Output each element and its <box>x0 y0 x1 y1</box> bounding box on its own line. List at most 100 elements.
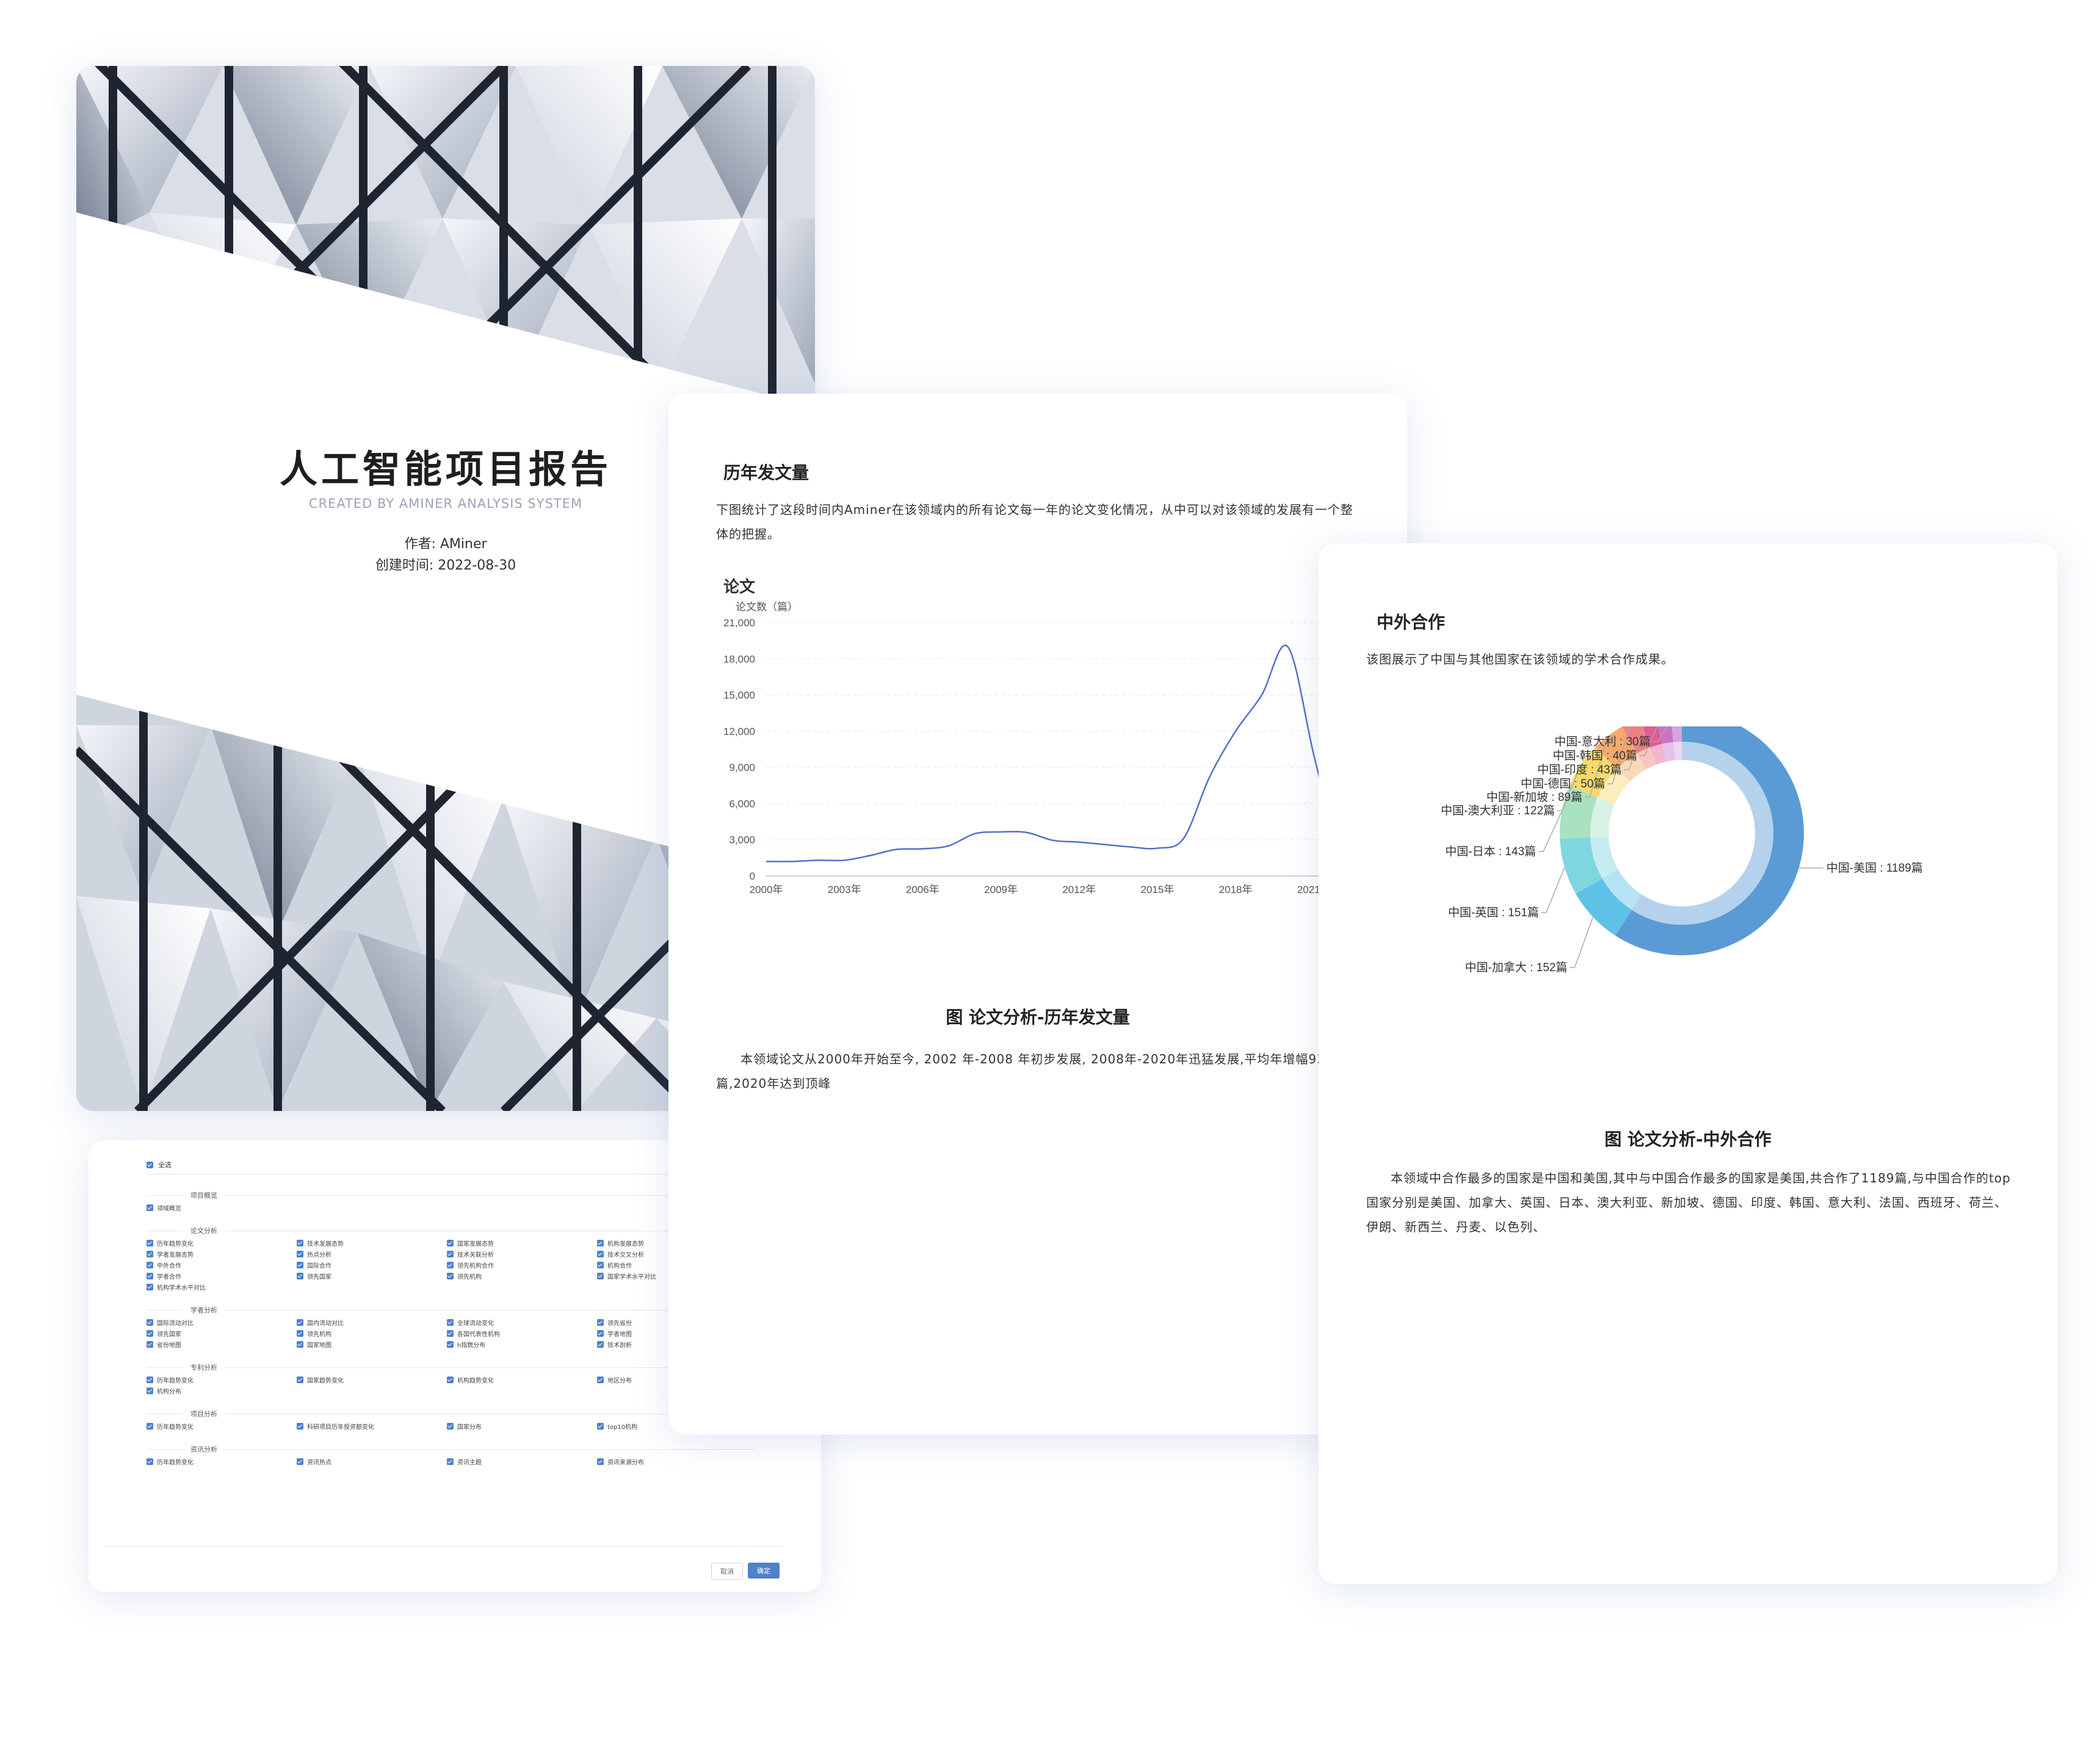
option-checkbox[interactable]: h指数分布 <box>447 1340 597 1349</box>
checkbox-checked-icon[interactable] <box>597 1329 604 1337</box>
checkbox-checked-icon[interactable] <box>447 1272 454 1279</box>
checkbox-checked-icon[interactable] <box>297 1340 303 1348</box>
checkbox-checked-icon[interactable] <box>297 1422 303 1430</box>
option-checkbox[interactable]: 各国代表性机构 <box>447 1329 597 1338</box>
option-checkbox[interactable]: 资讯来源分布 <box>597 1458 747 1466</box>
option-checkbox[interactable]: 学者合作 <box>147 1272 297 1281</box>
checkbox-checked-icon[interactable] <box>447 1261 454 1268</box>
option-label: 资讯主题 <box>457 1459 482 1466</box>
checkbox-checked-icon[interactable] <box>297 1261 303 1268</box>
checkbox-checked-icon[interactable] <box>447 1458 454 1465</box>
checkbox-checked-icon[interactable] <box>147 1329 153 1337</box>
option-checkbox[interactable]: 技术交叉分析 <box>597 1250 747 1259</box>
option-checkbox[interactable]: 国家发展态势 <box>447 1239 597 1248</box>
option-checkbox[interactable]: 资讯主题 <box>447 1458 597 1466</box>
checkbox-checked-icon[interactable] <box>597 1261 604 1268</box>
checkbox-checked-icon[interactable] <box>147 1161 153 1168</box>
checkbox-checked-icon[interactable] <box>597 1272 604 1279</box>
checkbox-checked-icon[interactable] <box>147 1272 153 1279</box>
checkbox-checked-icon[interactable] <box>447 1340 454 1348</box>
checkbox-checked-icon[interactable] <box>297 1329 303 1337</box>
option-checkbox[interactable]: 热点分析 <box>297 1250 447 1259</box>
option-checkbox[interactable]: 领先国家 <box>147 1329 297 1338</box>
checkbox-checked-icon[interactable] <box>447 1376 454 1383</box>
option-checkbox[interactable]: 资讯热点 <box>297 1458 447 1466</box>
checkbox-checked-icon[interactable] <box>147 1376 153 1383</box>
checkbox-checked-icon[interactable] <box>147 1261 153 1268</box>
checkbox-checked-icon[interactable] <box>147 1422 153 1430</box>
option-checkbox[interactable]: 技术剖析 <box>597 1340 747 1349</box>
option-checkbox[interactable]: 机构学术水平对比 <box>147 1283 297 1292</box>
checkbox-checked-icon[interactable] <box>597 1239 604 1246</box>
option-label: 资讯来源分布 <box>607 1459 644 1466</box>
donut-inner-slice <box>1637 747 1657 770</box>
checkbox-checked-icon[interactable] <box>147 1250 153 1257</box>
option-label: 领先国家 <box>307 1273 331 1281</box>
option-checkbox[interactable]: 科研项目历年投资额变化 <box>297 1422 447 1431</box>
checkbox-checked-icon[interactable] <box>147 1318 153 1326</box>
option-checkbox[interactable]: 国内流动对比 <box>297 1318 447 1327</box>
option-checkbox[interactable]: 国际流动对比 <box>147 1318 297 1327</box>
option-checkbox[interactable]: 中外合作 <box>147 1261 297 1270</box>
option-checkbox[interactable]: 全球流动变化 <box>447 1318 597 1327</box>
checkbox-checked-icon[interactable] <box>447 1250 454 1257</box>
option-checkbox[interactable]: 学者地图 <box>597 1329 747 1338</box>
x-tick-label: 2009年 <box>984 884 1018 895</box>
option-label: 国家学术水平对比 <box>607 1273 656 1281</box>
option-checkbox[interactable]: 国家分布 <box>447 1422 597 1431</box>
checkbox-checked-icon[interactable] <box>447 1422 454 1430</box>
option-checkbox[interactable]: 国家地图 <box>297 1340 447 1349</box>
option-checkbox[interactable]: 领先省份 <box>597 1318 747 1327</box>
option-checkbox[interactable]: 领先国家 <box>297 1272 447 1281</box>
option-checkbox[interactable]: 历年趋势变化 <box>147 1422 297 1431</box>
option-label: 学者发展态势 <box>157 1251 194 1259</box>
option-checkbox[interactable]: 机构分布 <box>147 1387 297 1395</box>
option-checkbox[interactable]: 国家学术水平对比 <box>597 1272 747 1281</box>
checkbox-checked-icon[interactable] <box>597 1376 604 1383</box>
checkbox-checked-icon[interactable] <box>297 1250 303 1257</box>
checkbox-checked-icon[interactable] <box>447 1239 454 1246</box>
option-checkbox[interactable]: 学者发展态势 <box>147 1250 297 1259</box>
checkbox-checked-icon[interactable] <box>297 1318 303 1326</box>
option-checkbox[interactable]: 省份地图 <box>147 1340 297 1349</box>
checkbox-checked-icon[interactable] <box>297 1239 303 1246</box>
option-checkbox[interactable]: 领先机构 <box>297 1329 447 1338</box>
option-checkbox[interactable]: 领先机构合作 <box>447 1261 597 1270</box>
option-checkbox[interactable]: 历年趋势变化 <box>147 1376 297 1384</box>
checkbox-checked-icon[interactable] <box>447 1329 454 1337</box>
option-checkbox[interactable]: 技术发展态势 <box>297 1239 447 1248</box>
checkbox-checked-icon[interactable] <box>147 1239 153 1246</box>
checkbox-checked-icon[interactable] <box>597 1458 604 1465</box>
checkbox-checked-icon[interactable] <box>147 1283 153 1290</box>
option-checkbox[interactable]: 地区分布 <box>597 1376 747 1384</box>
option-checkbox[interactable]: 国家趋势变化 <box>297 1376 447 1384</box>
option-checkbox[interactable]: 机构发展态势 <box>597 1239 747 1248</box>
select-all-checkbox[interactable]: 全选 <box>147 1160 172 1170</box>
checkbox-checked-icon[interactable] <box>147 1458 153 1465</box>
checkbox-checked-icon[interactable] <box>597 1318 604 1326</box>
checkbox-checked-icon[interactable] <box>597 1422 604 1430</box>
checkbox-checked-icon[interactable] <box>447 1318 454 1326</box>
option-checkbox[interactable]: 机构趋势变化 <box>447 1376 597 1384</box>
option-checkbox[interactable]: 国际合作 <box>297 1261 447 1270</box>
option-checkbox[interactable]: top10机构 <box>597 1422 747 1431</box>
cancel-button[interactable]: 取消 <box>711 1563 743 1580</box>
option-checkbox[interactable]: 历年趋势变化 <box>147 1239 297 1248</box>
checkbox-checked-icon[interactable] <box>597 1250 604 1257</box>
confirm-button[interactable]: 确定 <box>748 1563 780 1579</box>
checkbox-checked-icon[interactable] <box>297 1376 303 1383</box>
option-label: 机构发展态势 <box>607 1240 644 1248</box>
option-checkbox[interactable]: 历年趋势变化 <box>147 1458 297 1466</box>
option-checkbox[interactable]: 领先机构 <box>447 1272 597 1281</box>
checkbox-checked-icon[interactable] <box>147 1204 153 1211</box>
checkbox-checked-icon[interactable] <box>297 1272 303 1279</box>
checkbox-checked-icon[interactable] <box>297 1458 303 1465</box>
option-checkbox[interactable]: 机构合作 <box>597 1261 747 1270</box>
x-tick-label: 2015年 <box>1140 884 1174 895</box>
checkbox-checked-icon[interactable] <box>147 1340 153 1348</box>
papers-line-chart: 论文论文数（篇）实际论文03,0006,0009,00012,00015,000… <box>723 577 1385 895</box>
option-checkbox[interactable]: 领域概览 <box>147 1204 297 1212</box>
option-checkbox[interactable]: 技术关联分析 <box>447 1250 597 1259</box>
checkbox-checked-icon[interactable] <box>147 1387 153 1394</box>
checkbox-checked-icon[interactable] <box>597 1340 604 1348</box>
